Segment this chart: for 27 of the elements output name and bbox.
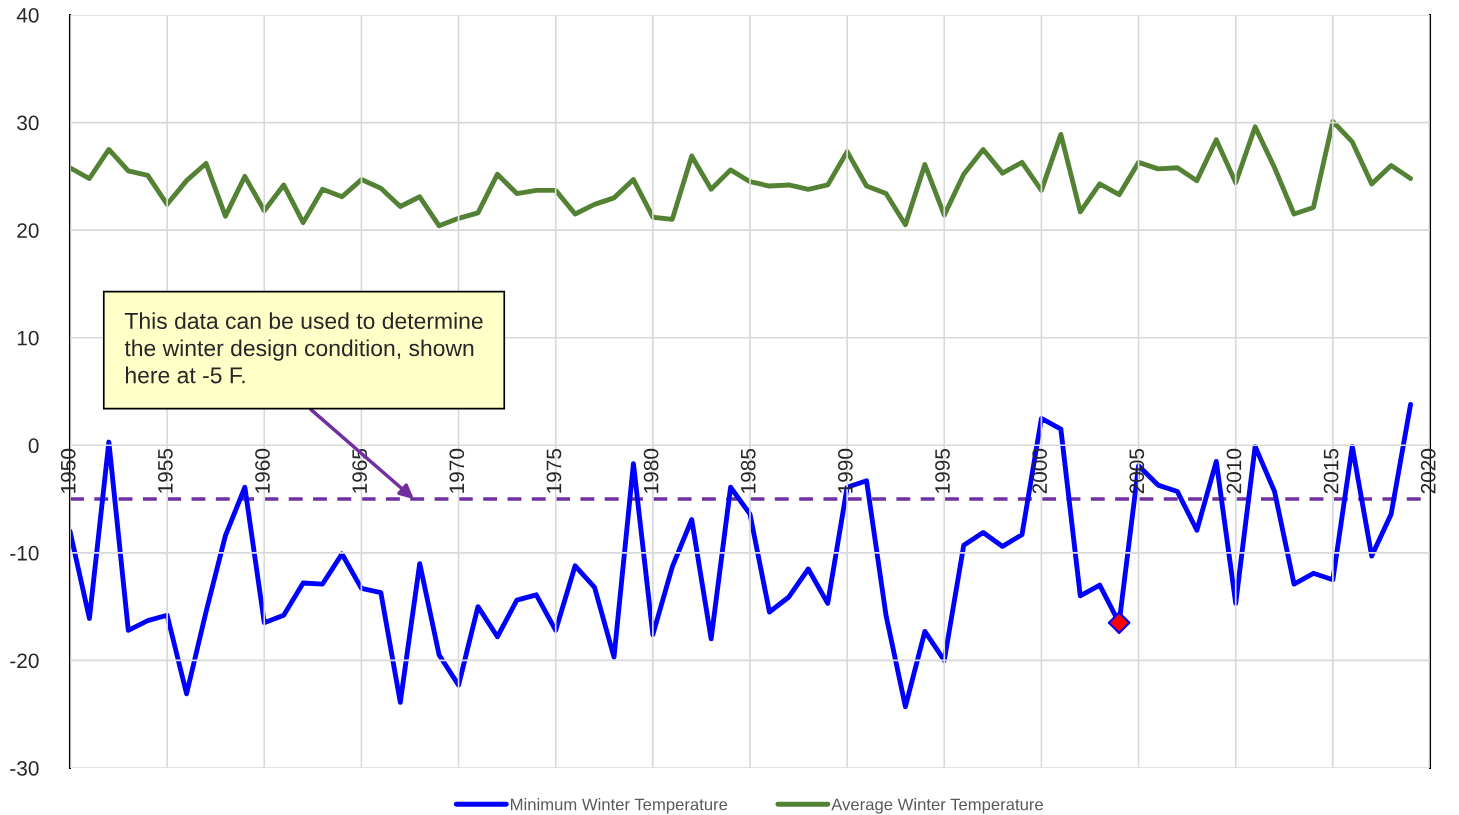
y-tick-label: -30 bbox=[10, 761, 39, 776]
x-tick-label: 1960 bbox=[255, 448, 270, 493]
legend-label: Minimum Winter Temperature bbox=[511, 798, 728, 814]
x-tick-label: 1980 bbox=[643, 448, 659, 493]
y-tick-label: -10 bbox=[10, 545, 39, 561]
y-tick-label: 0 bbox=[28, 438, 39, 454]
y-tick-label: 40 bbox=[16, 8, 39, 23]
annotation: This data can be used to determine the winter design condition, shown here at -5 F. bbox=[124, 312, 483, 384]
y-tick-label: 30 bbox=[17, 115, 39, 131]
x-tick-label: 2005 bbox=[1129, 448, 1145, 494]
y-tick-label: 20 bbox=[17, 223, 39, 238]
x-tick-label: 1965 bbox=[352, 448, 368, 493]
x-tick-label: 2000 bbox=[1032, 448, 1048, 494]
x-tick-label: 1955 bbox=[157, 448, 173, 493]
x-tick-label: 2015 bbox=[1323, 448, 1339, 494]
y-tick-label: 10 bbox=[17, 330, 39, 346]
legend-label: Average Winter Temperature bbox=[831, 798, 1043, 814]
x-tick-label: 1950 bbox=[60, 448, 76, 493]
y-tick-label: -20 bbox=[10, 653, 39, 669]
x-tick-label: 1995 bbox=[935, 448, 950, 493]
x-tick-label: 1975 bbox=[546, 448, 562, 493]
x-tick-label: 1990 bbox=[837, 448, 853, 493]
x-tick-label: 2020 bbox=[1420, 448, 1436, 494]
line-series bbox=[70, 119, 1413, 229]
x-tick-label: 2010 bbox=[1226, 448, 1242, 494]
x-tick-label: 1970 bbox=[449, 448, 465, 493]
x-tick-label: 1985 bbox=[740, 448, 756, 493]
